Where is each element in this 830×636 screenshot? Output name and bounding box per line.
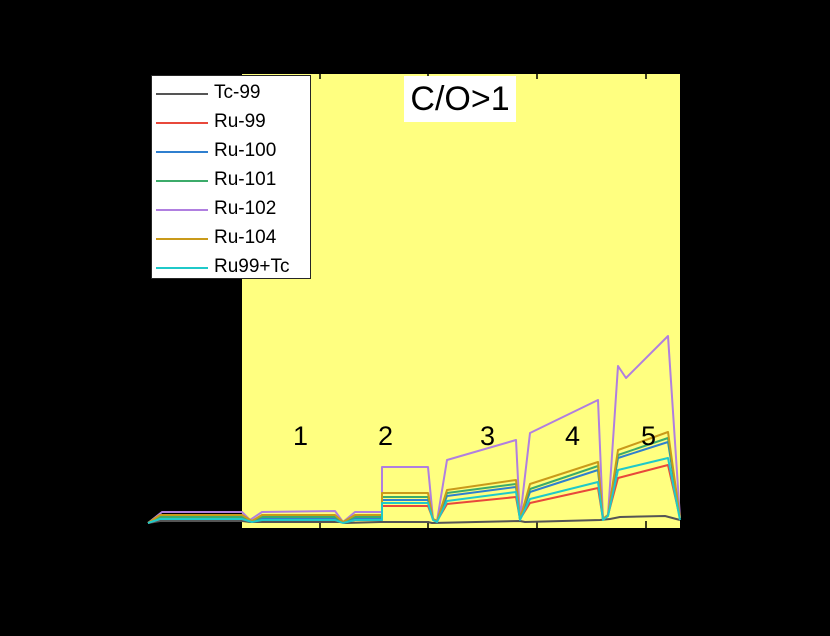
legend: Tc-99 Ru-99 Ru-100 Ru-101 Ru-102 Ru-104 …: [151, 75, 311, 279]
legend-item-ru101: Ru-101: [152, 166, 310, 195]
legend-item-ru104: Ru-104: [152, 224, 310, 253]
legend-label: Tc-99: [214, 82, 261, 103]
region-label-2: 2: [378, 421, 394, 451]
legend-swatch: [156, 238, 208, 240]
legend-swatch: [156, 122, 208, 124]
legend-item-ru102: Ru-102: [152, 195, 310, 224]
chart-annotation-box: C/O>1: [404, 76, 516, 122]
legend-item-tc99: Tc-99: [152, 79, 310, 108]
legend-swatch: [156, 151, 208, 153]
region-label-1: 1: [293, 421, 309, 451]
legend-swatch: [156, 93, 208, 95]
legend-item-ru99: Ru-99: [152, 108, 310, 137]
legend-item-ru100: Ru-100: [152, 137, 310, 166]
legend-swatch: [156, 180, 208, 182]
region-label-4: 4: [565, 421, 581, 451]
region-label-3: 3: [480, 421, 496, 451]
shaded-region: [242, 74, 680, 528]
region-label-5: 5: [641, 421, 657, 451]
legend-label: Ru-99: [214, 111, 266, 132]
data-series: [147, 335, 681, 524]
legend-label: Ru99+Tc: [214, 256, 290, 277]
chart-annotation-title: C/O>1: [410, 80, 510, 118]
legend-swatch: [156, 267, 208, 269]
series-tc-99: [147, 515, 681, 524]
series-ru99-tc: [147, 457, 681, 524]
legend-label: Ru-104: [214, 227, 277, 248]
legend-swatch: [156, 209, 208, 211]
legend-label: Ru-102: [214, 198, 277, 219]
legend-label: Ru-100: [214, 140, 277, 161]
legend-label: Ru-101: [214, 169, 277, 190]
legend-item-ru99-tc: Ru99+Tc: [152, 253, 310, 282]
